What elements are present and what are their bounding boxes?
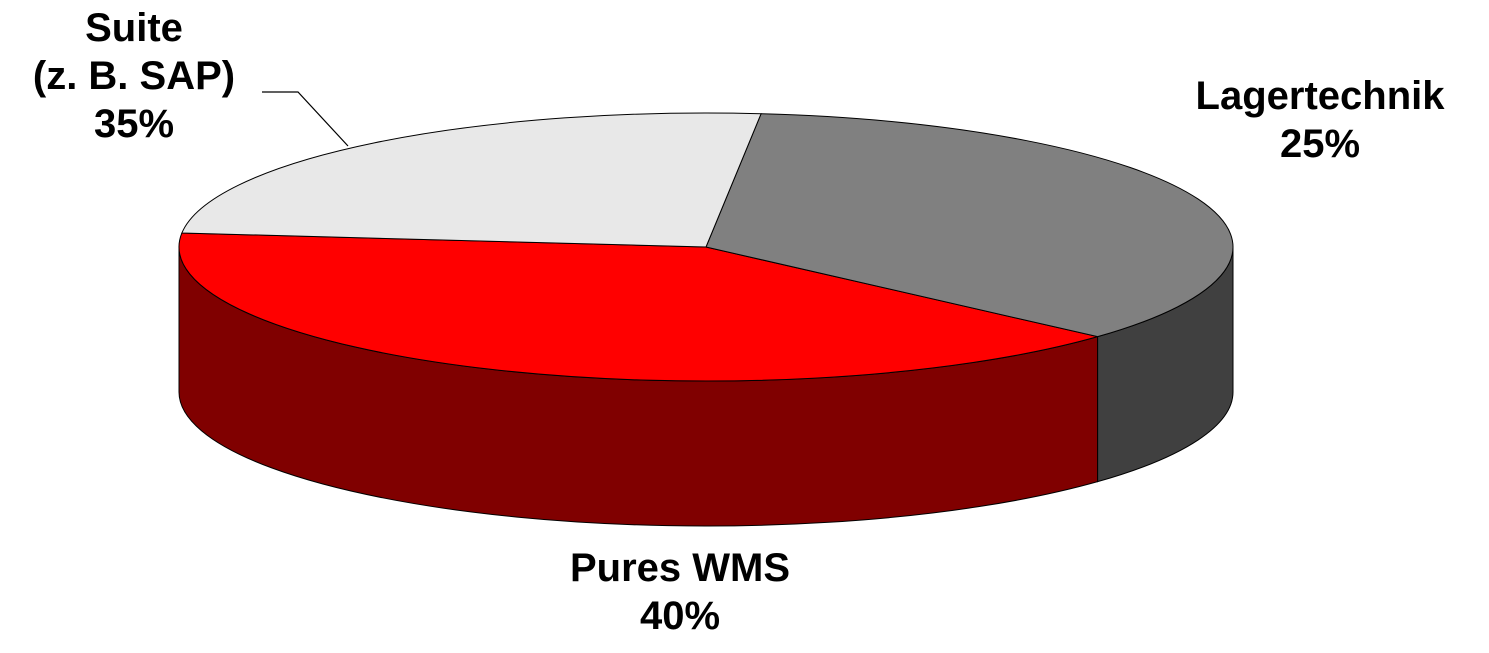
slice-value-pures-wms: 40% — [639, 594, 721, 638]
slice-label-pures-wms-line1: Pures WMS — [569, 546, 791, 590]
slice-lagertechnik — [181, 112, 762, 248]
slice-pures-wms — [178, 232, 1098, 382]
leader-line-suite — [262, 91, 349, 147]
slice-label-lagertechnik: Lagertechnik 25% — [1160, 72, 1480, 168]
slice-label-suite-line2: (z. B. SAP) — [32, 54, 236, 98]
slice-value-lagertechnik: 25% — [1279, 122, 1361, 166]
slice-label-suite-line1: Suite — [85, 6, 183, 50]
slice-value-suite: 35% — [93, 102, 175, 146]
slice-suite-z-b-sap — [705, 113, 1234, 338]
slice-label-suite: Suite (z. B. SAP) 35% — [0, 4, 268, 148]
slice-label-lagertechnik-line1: Lagertechnik — [1195, 74, 1445, 118]
slice-label-pures-wms: Pures WMS 40% — [530, 544, 830, 640]
